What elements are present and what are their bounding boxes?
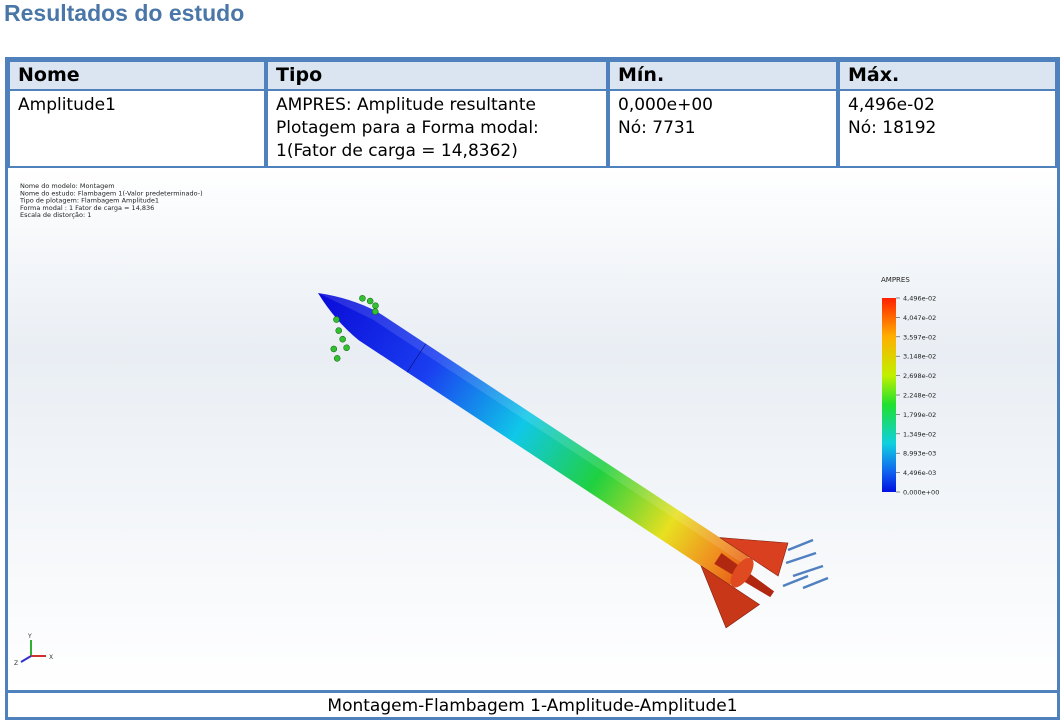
- cell-line: Amplitude1: [18, 95, 116, 115]
- cell-line: 1(Fator de carga = 14,8362): [276, 141, 518, 161]
- legend-label: 4,496e-02: [903, 295, 936, 303]
- info-line: Nome do modelo: Montagem: [20, 182, 115, 190]
- header-cell: Tipo: [266, 60, 608, 91]
- results-table: Nome Tipo Mín. Máx. Amplitude1 AMPRES: Amplit…: [5, 57, 1060, 720]
- legend-label: 1,799e-02: [903, 411, 936, 419]
- legend-label: 3,597e-02: [903, 333, 936, 341]
- load-arrows: [782, 538, 829, 590]
- legend-label: 1,349e-02: [903, 430, 936, 438]
- info-line: Escala de distorção: 1: [20, 211, 91, 219]
- legend-label: 2,698e-02: [903, 372, 936, 380]
- legend: AMPRES 4,496e-02 4,047e-02 3,597e-02 3,148e-…: [881, 276, 939, 497]
- cell-line: 0,000e+00: [618, 95, 714, 115]
- legend-label: 4,496e-03: [903, 469, 936, 477]
- section-title: Resultados do estudo: [4, 0, 245, 26]
- legend-colorbar: [882, 298, 896, 492]
- info-line: Nome do estudo: Flambagem 1(-Valor prede…: [20, 189, 203, 197]
- info-line: Forma modal : 1 Fator de carga = 14,836: [20, 204, 154, 212]
- axis-label: X: [49, 654, 53, 661]
- legend-label: 8,993e-03: [903, 450, 936, 458]
- table-cell: Amplitude1: [8, 89, 266, 168]
- header-cell: Mín.: [608, 60, 838, 91]
- axis-label: Y: [27, 633, 32, 640]
- header-cell: Nome: [8, 60, 266, 91]
- table-cell: AMPRES: Amplitude resultante Plotagem par…: [266, 89, 608, 168]
- legend-label: 2,248e-02: [903, 392, 936, 400]
- legend-label: 3,148e-02: [903, 353, 936, 361]
- table-cell: 0,000e+00 Nó: 7731: [608, 89, 838, 168]
- header-cell: Máx.: [838, 60, 1057, 91]
- cell-line: Plotagem para a Forma modal:: [276, 118, 539, 138]
- rocket: [318, 293, 789, 629]
- figure-caption: Montagem-Flambagem 1-Amplitude-Amplitude…: [8, 690, 1057, 720]
- table-cell: 4,496e-02 Nó: 18192: [838, 89, 1057, 168]
- cell-line: AMPRES: Amplitude resultante: [276, 95, 536, 115]
- cell-line: 4,496e-02: [848, 95, 935, 115]
- info-line: Tipo de plotagem: Flambagem Amplitude1: [19, 197, 159, 205]
- axis-label: Z: [14, 660, 18, 667]
- legend-label: 4,047e-02: [903, 314, 936, 322]
- triad: [20, 640, 46, 663]
- triad-labels: Y X Z: [14, 633, 53, 667]
- legend-label: 0,000e+00: [903, 489, 939, 497]
- legend-title: AMPRES: [881, 276, 910, 284]
- cell-line: Nó: 18192: [848, 118, 937, 138]
- cell-line: Nó: 7731: [618, 118, 696, 138]
